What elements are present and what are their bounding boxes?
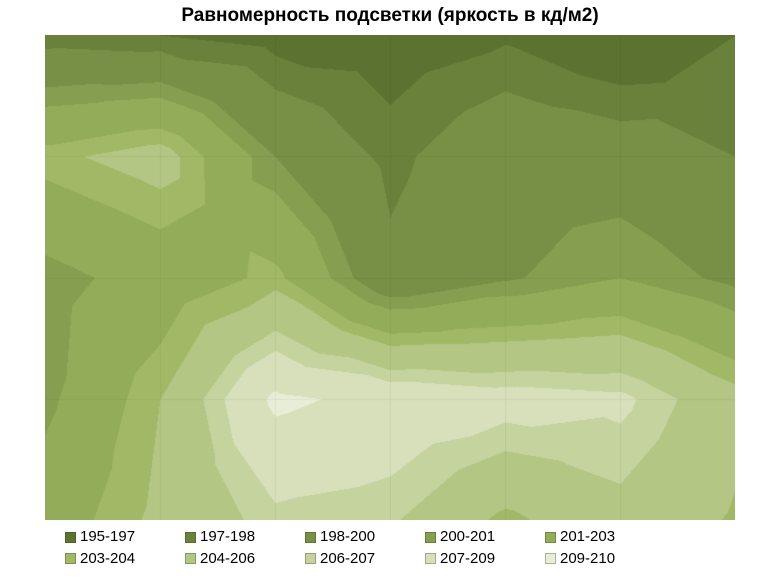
legend-swatch-icon — [545, 531, 556, 543]
legend-swatch-icon — [425, 553, 436, 565]
legend-swatch-icon — [305, 553, 316, 565]
chart-title: Равномерность подсветки (яркость в кд/м2… — [181, 5, 599, 26]
legend-label: 200-201 — [440, 528, 496, 545]
legend-item: 207-209 — [425, 549, 537, 568]
legend-swatch-icon — [305, 531, 316, 543]
legend-row: 203-204 204-206 206-207 207-209 209-210 — [65, 549, 657, 568]
legend-label: 195-197 — [80, 528, 136, 545]
legend-item: 195-197 — [65, 528, 177, 546]
legend-item: 197-198 — [185, 528, 297, 546]
legend-item: 198-200 — [305, 528, 417, 546]
legend-label: 207-209 — [440, 549, 496, 567]
legend-item: 204-206 — [185, 549, 297, 568]
legend-label: 209-210 — [560, 549, 616, 567]
legend-swatch-icon — [185, 553, 196, 565]
legend-label: 203-204 — [80, 549, 136, 567]
chart-legend: 195-197 197-198 198-200 200-201 201-203 203-2… — [65, 528, 657, 568]
legend-label: 198-200 — [320, 528, 376, 545]
legend-swatch-icon — [65, 553, 76, 565]
legend-item: 206-207 — [305, 549, 417, 568]
legend-item: 200-201 — [425, 528, 537, 546]
legend-item: 209-210 — [545, 549, 657, 568]
legend-swatch-icon — [65, 531, 76, 543]
legend-swatch-icon — [545, 553, 556, 565]
legend-label: 197-198 — [200, 528, 256, 545]
legend-label: 204-206 — [200, 549, 256, 567]
legend-item: 201-203 — [545, 528, 657, 546]
legend-swatch-icon — [425, 531, 436, 543]
legend-label: 201-203 — [560, 528, 616, 545]
contour-plot-area — [45, 35, 735, 520]
legend-item: 203-204 — [65, 549, 177, 568]
legend-label: 206-207 — [320, 549, 376, 567]
legend-row: 195-197 197-198 198-200 200-201 201-203 — [65, 528, 657, 546]
legend-swatch-icon — [185, 531, 196, 543]
